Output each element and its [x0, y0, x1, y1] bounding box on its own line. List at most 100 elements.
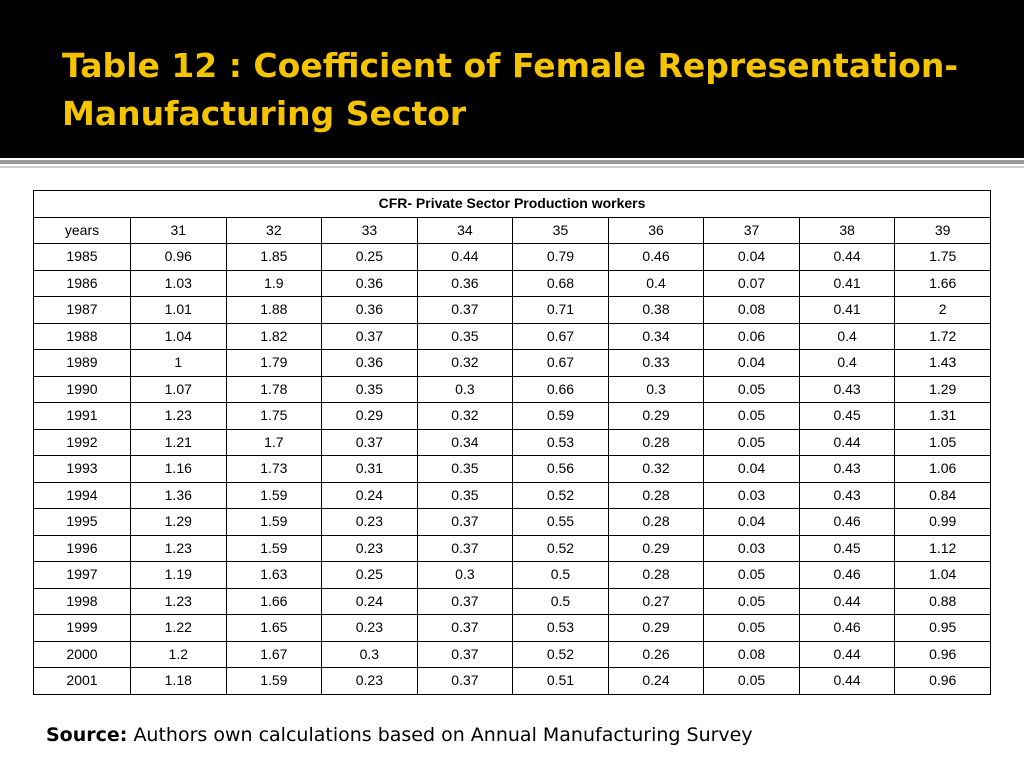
title-separator	[0, 160, 1024, 164]
value-cell: 1.01	[130, 296, 227, 324]
value-cell: 0.05	[703, 375, 800, 403]
value-cell: 1.31	[894, 402, 991, 430]
value-cell: 0.4	[798, 322, 896, 350]
value-cell: 0.52	[512, 534, 609, 562]
value-cell: 0.32	[416, 402, 514, 430]
column-header: 36	[607, 216, 705, 244]
value-cell: 2	[894, 296, 991, 324]
table-row: 1987 1.01 1.88 0.36 0.37 0.71 0.38 0.08 0.41 2	[33, 296, 991, 324]
year-cell: 1999	[33, 614, 131, 642]
value-cell: 1.06	[894, 455, 991, 483]
value-cell: 0.52	[512, 640, 609, 668]
value-cell: 0.25	[321, 243, 418, 271]
value-cell: 1.19	[130, 561, 227, 589]
table-row: 1992 1.21 1.7 0.37 0.34 0.53 0.28 0.05 0.44 1.05	[33, 428, 991, 456]
value-cell: 0.29	[321, 402, 418, 430]
value-cell: 0.37	[321, 322, 418, 350]
value-cell: 0.38	[607, 296, 705, 324]
value-cell: 1.79	[225, 349, 323, 377]
table-row: 1988 1.04 1.82 0.37 0.35 0.67 0.34 0.06 0.4 1.72	[33, 322, 991, 350]
value-cell: 1.2	[130, 640, 227, 668]
value-cell: 0.51	[512, 667, 609, 695]
value-cell: 0.46	[607, 243, 705, 271]
column-header: 31	[130, 216, 227, 244]
column-header: 32	[225, 216, 323, 244]
value-cell: 1.04	[130, 322, 227, 350]
year-cell: 1985	[33, 243, 131, 271]
value-cell: 0.37	[416, 534, 514, 562]
value-cell: 1.12	[894, 534, 991, 562]
column-header: 34	[416, 216, 514, 244]
value-cell: 0.52	[512, 481, 609, 509]
value-cell: 0.44	[416, 243, 514, 271]
value-cell: 1.16	[130, 455, 227, 483]
value-cell: 0.04	[703, 508, 800, 536]
value-cell: 0.35	[416, 481, 514, 509]
value-cell: 0.23	[321, 667, 418, 695]
table-row: 1986 1.03 1.9 0.36 0.36 0.68 0.4 0.07 0.41 1.66	[33, 269, 991, 297]
title-band: Table 12 : Coefficient of Female Represe…	[0, 0, 1024, 158]
table-row: 1985 0.96 1.85 0.25 0.44 0.79 0.46 0.04 0.44 1.75	[33, 243, 991, 271]
year-cell: 2001	[33, 667, 131, 695]
value-cell: 0.43	[798, 455, 896, 483]
value-cell: 1.04	[894, 561, 991, 589]
value-cell: 0.27	[607, 587, 705, 615]
value-cell: 0.35	[321, 375, 418, 403]
value-cell: 1.23	[130, 534, 227, 562]
value-cell: 0.41	[798, 296, 896, 324]
year-cell: 1990	[33, 375, 131, 403]
value-cell: 1.85	[225, 243, 323, 271]
table-header-row: years 31 32 33 34 35 36 37 38 39	[33, 216, 991, 244]
value-cell: 0.05	[703, 667, 800, 695]
value-cell: 0.4	[607, 269, 705, 297]
value-cell: 0.5	[512, 587, 609, 615]
value-cell: 0.67	[512, 322, 609, 350]
table-row: 1990 1.07 1.78 0.35 0.3 0.66 0.3 0.05 0.43 1.29	[33, 375, 991, 403]
year-cell: 1986	[33, 269, 131, 297]
table-caption: CFR- Private Sector Production workers	[33, 190, 991, 218]
value-cell: 0.35	[416, 455, 514, 483]
value-cell: 0.28	[607, 561, 705, 589]
value-cell: 1.9	[225, 269, 323, 297]
value-cell: 0.23	[321, 508, 418, 536]
value-cell: 0.31	[321, 455, 418, 483]
value-cell: 0.55	[512, 508, 609, 536]
value-cell: 0.96	[130, 243, 227, 271]
value-cell: 0.45	[798, 402, 896, 430]
year-cell: 1996	[33, 534, 131, 562]
value-cell: 0.95	[894, 614, 991, 642]
value-cell: 0.53	[512, 614, 609, 642]
value-cell: 0.45	[798, 534, 896, 562]
value-cell: 1	[130, 349, 227, 377]
value-cell: 0.96	[894, 640, 991, 668]
value-cell: 0.08	[703, 296, 800, 324]
value-cell: 0.37	[416, 667, 514, 695]
value-cell: 1.59	[225, 667, 323, 695]
table-row: 2000 1.2 1.67 0.3 0.37 0.52 0.26 0.08 0.44 0.96	[33, 640, 991, 668]
value-cell: 0.24	[321, 481, 418, 509]
table-row: 1994 1.36 1.59 0.24 0.35 0.52 0.28 0.03 0.43 0.84	[33, 481, 991, 509]
value-cell: 0.04	[703, 243, 800, 271]
cfr-table: CFR- Private Sector Production workers y…	[33, 190, 991, 695]
source-text: Authors own calculations based on Annual…	[133, 724, 753, 746]
value-cell: 0.33	[607, 349, 705, 377]
value-cell: 1.67	[225, 640, 323, 668]
value-cell: 0.3	[607, 375, 705, 403]
value-cell: 0.25	[321, 561, 418, 589]
value-cell: 1.18	[130, 667, 227, 695]
value-cell: 0.07	[703, 269, 800, 297]
value-cell: 0.79	[512, 243, 609, 271]
value-cell: 0.46	[798, 614, 896, 642]
year-cell: 1993	[33, 455, 131, 483]
value-cell: 0.88	[894, 587, 991, 615]
value-cell: 0.26	[607, 640, 705, 668]
value-cell: 0.34	[607, 322, 705, 350]
value-cell: 0.05	[703, 614, 800, 642]
value-cell: 0.23	[321, 614, 418, 642]
value-cell: 1.05	[894, 428, 991, 456]
table-row: 1995 1.29 1.59 0.23 0.37 0.55 0.28 0.04 0.46 0.99	[33, 508, 991, 536]
column-header: 38	[798, 216, 896, 244]
table-row: 1999 1.22 1.65 0.23 0.37 0.53 0.29 0.05 0.46 0.95	[33, 614, 991, 642]
value-cell: 1.75	[225, 402, 323, 430]
value-cell: 1.03	[130, 269, 227, 297]
